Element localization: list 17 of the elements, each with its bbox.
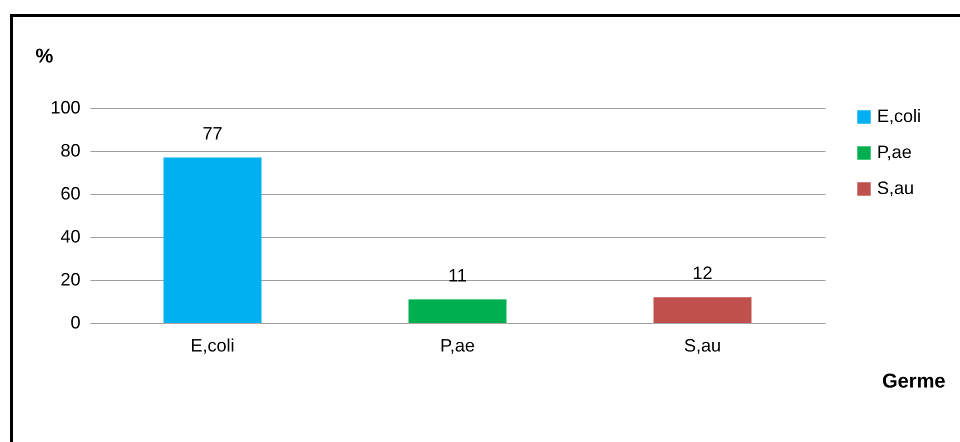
y-tick-label: 60 [60, 184, 80, 204]
legend-label: E,coli [877, 106, 922, 126]
y-tick-label: 40 [60, 226, 80, 246]
x-tick-label: P,ae [440, 336, 475, 356]
y-axis-title: % [36, 46, 54, 68]
y-tick-label: 80 [60, 140, 80, 160]
legend-label: S,au [877, 178, 914, 198]
data-label: 11 [448, 265, 467, 286]
x-axis-title: Germe [882, 370, 946, 392]
y-tick-label: 0 [70, 312, 80, 332]
y-tick-label: 20 [60, 270, 80, 290]
y-tick-label: 100 [50, 98, 80, 118]
data-label: 77 [202, 123, 223, 144]
x-tick-label: S,au [684, 336, 722, 356]
legend-label: P,ae [877, 142, 912, 162]
x-tick-label: E,coli [190, 336, 235, 356]
data-label: 12 [692, 263, 713, 284]
